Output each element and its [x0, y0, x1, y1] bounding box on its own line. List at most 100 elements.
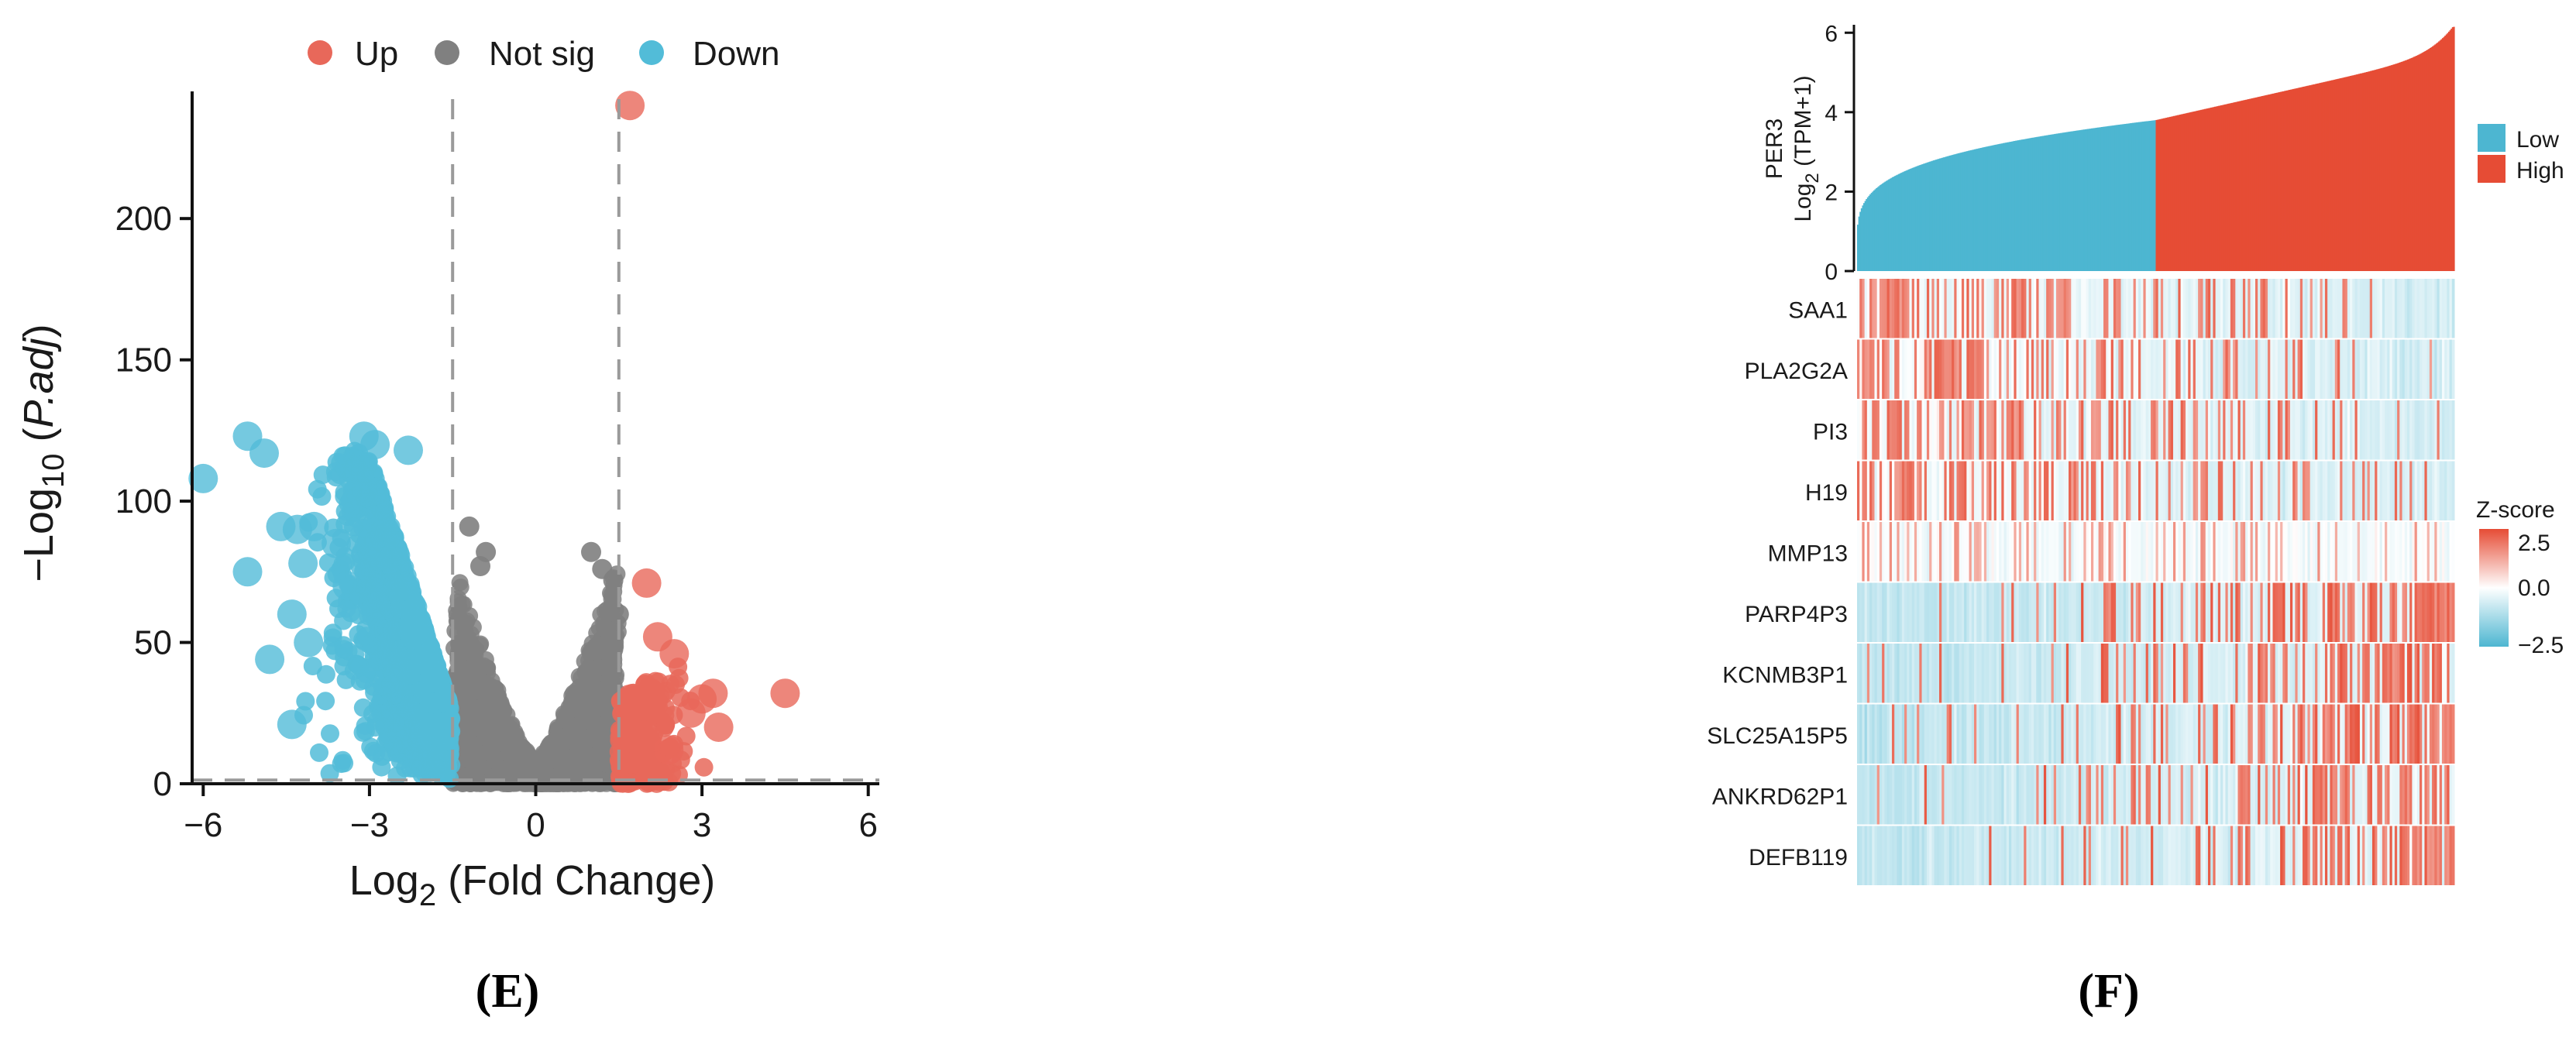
- heatmap-cell: [2270, 400, 2273, 460]
- x-tick-label: −6: [184, 806, 222, 844]
- heatmap-cell: [2145, 339, 2149, 399]
- heatmap-cell: [1944, 522, 1948, 582]
- per3-bar: [2093, 128, 2096, 271]
- heatmap-cell: [2190, 400, 2194, 460]
- heatmap-cell: [2451, 400, 2455, 460]
- per3-bar: [2433, 45, 2435, 271]
- x-tick-label: 0: [526, 806, 545, 844]
- per3-bar: [1895, 175, 1897, 271]
- heatmap-cell: [2258, 279, 2261, 338]
- heatmap-cell: [2182, 339, 2186, 399]
- heatmap-cell: [2210, 400, 2213, 460]
- per3-bar: [2141, 122, 2143, 271]
- heatmap-cell: [1993, 522, 1997, 582]
- per3-bar: [2416, 55, 2420, 271]
- heatmap-cell: [2018, 461, 2022, 520]
- heatmap-cell: [1884, 522, 1888, 582]
- heatmap-cell: [2424, 279, 2428, 338]
- per3-bar: [1942, 157, 1945, 271]
- per3-bar: [2157, 119, 2159, 271]
- heatmap-cell: [2071, 400, 2074, 460]
- heatmap-cell: [2178, 339, 2182, 399]
- per3-bar: [2426, 50, 2429, 271]
- per3-bar: [2174, 115, 2176, 271]
- heatmap-cell: [2141, 461, 2144, 520]
- heatmap-cell: [2242, 339, 2246, 399]
- heatmap-cell: [2031, 279, 2034, 338]
- heatmap-cell: [1859, 339, 1862, 399]
- heatmap-cell: [2213, 339, 2217, 399]
- heatmap-cell: [2036, 522, 2040, 582]
- per3-bar: [1987, 146, 1990, 271]
- heatmap-cell: [2036, 400, 2040, 460]
- heatmap-cell: [2307, 400, 2311, 460]
- heatmap-cell: [2235, 339, 2239, 399]
- heatmap-cell: [1983, 279, 1987, 338]
- heatmap-cell: [2125, 400, 2129, 460]
- point-down: [316, 664, 335, 684]
- heatmap-cell: [2041, 522, 2045, 582]
- heatmap-cell: [1879, 522, 1883, 582]
- per3-bar: [2192, 112, 2194, 271]
- heatmap-cell: [2113, 461, 2117, 520]
- per3-bar: [1919, 165, 1921, 271]
- heatmap-cell: [2135, 461, 2139, 520]
- per3-bar: [2089, 129, 2092, 271]
- heatmap-cell: [2422, 461, 2425, 520]
- heatmap-cell: [2198, 279, 2201, 338]
- per3-bar: [2065, 132, 2069, 271]
- heatmap-cell: [2359, 339, 2363, 399]
- heatmap-cell: [2160, 339, 2164, 399]
- heatmap-cell: [2426, 400, 2430, 460]
- per3-bar: [2180, 114, 2182, 271]
- heatmap-cell: [2437, 279, 2440, 338]
- per3-bar: [2223, 105, 2225, 271]
- per3-bar: [2206, 108, 2209, 271]
- per3-bar: [2030, 138, 2032, 271]
- per3-bar: [1948, 155, 1952, 271]
- heatmap-cell: [2220, 339, 2223, 399]
- per3-bar: [2268, 94, 2271, 272]
- heatmap-cell: [2416, 400, 2420, 460]
- heatmap-cell: [2170, 339, 2174, 399]
- heatmap-cell: [2252, 339, 2256, 399]
- per3-bar: [2169, 116, 2172, 271]
- heatmap-cell: [1939, 400, 1942, 460]
- per3-bar: [2299, 88, 2301, 271]
- heatmap-cell: [1862, 400, 1866, 460]
- per3-bar: [2271, 94, 2274, 271]
- heatmap-cell: [2061, 339, 2065, 399]
- heatmap-cell: [1999, 400, 2002, 460]
- heatmap-cell: [2394, 400, 2398, 460]
- per3-bar: [2166, 117, 2169, 271]
- per3-bar: [2042, 136, 2045, 271]
- heatmap-cell: [2352, 279, 2355, 338]
- point-notsig: [587, 660, 605, 678]
- heatmap-cell: [2217, 339, 2221, 399]
- heatmap-cell: [1862, 522, 1866, 582]
- heatmap-cell: [1911, 400, 1915, 460]
- heatmap-cell: [2026, 400, 2030, 460]
- heatmap-cell: [1921, 522, 1925, 582]
- heatmap-cell: [2163, 461, 2166, 520]
- point-up: [654, 735, 684, 765]
- heatmap-cell: [1941, 522, 1945, 582]
- point-down: [364, 531, 383, 551]
- per3-bar: [2041, 136, 2043, 271]
- heatmap-cell: [2385, 279, 2388, 338]
- heatmap-cell: [2375, 279, 2378, 338]
- point-up: [770, 678, 800, 709]
- per3-bar: [2193, 112, 2195, 271]
- heatmap-cell: [2424, 461, 2428, 520]
- per3-bar: [2245, 99, 2248, 271]
- heatmap-cell: [1886, 339, 1890, 399]
- per3-bar: [2014, 141, 2016, 271]
- per3-bar: [1999, 143, 2001, 271]
- heatmap-cell: [1996, 279, 2000, 338]
- point-notsig: [579, 731, 597, 749]
- heatmap-cell: [2116, 279, 2119, 338]
- heatmap-cell: [2016, 522, 2020, 582]
- per3-bar: [2213, 107, 2215, 271]
- point-down: [321, 724, 339, 743]
